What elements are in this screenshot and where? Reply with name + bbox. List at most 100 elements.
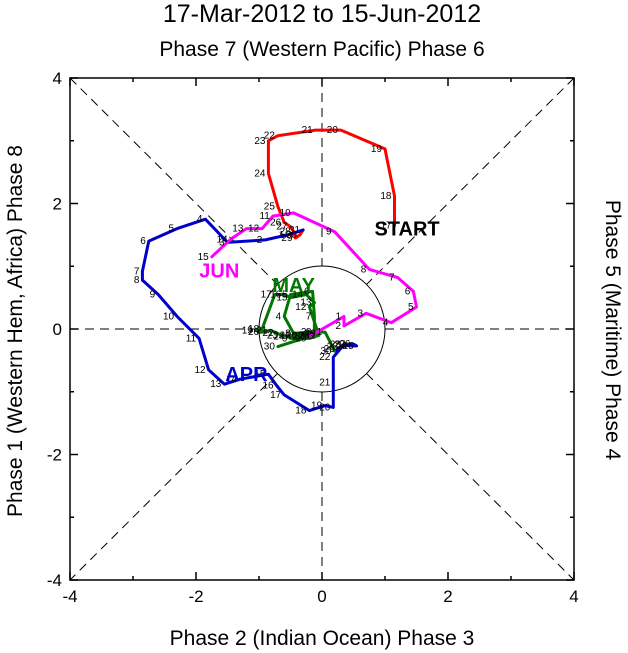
day-label: 22 xyxy=(264,131,276,142)
y-tick-label: -4 xyxy=(47,571,62,590)
chart-subtitle: Phase 7 (Western Pacific) Phase 6 xyxy=(159,38,484,61)
day-label: 4 xyxy=(276,311,282,322)
day-label: 13 xyxy=(300,298,312,309)
day-label: 27 xyxy=(276,222,288,233)
day-label: 1 xyxy=(279,230,285,241)
day-label: 17 xyxy=(261,289,273,300)
day-label: 24 xyxy=(336,341,348,352)
day-label: 10 xyxy=(163,311,175,322)
series-line-2 xyxy=(140,217,359,413)
day-label: 14 xyxy=(217,234,229,245)
phase-guides xyxy=(69,77,575,581)
y-axis-label-left: Phase 1 (Western Hem, Africa) Phase 8 xyxy=(4,145,27,517)
y-tick-label: 4 xyxy=(53,69,62,88)
day-label: 14 xyxy=(226,374,238,385)
day-label: 15 xyxy=(254,369,266,380)
day-label: 18 xyxy=(295,406,307,417)
day-label: 12 xyxy=(248,224,260,235)
annotation-may: MAY xyxy=(272,275,315,297)
y-tick-label: 0 xyxy=(53,320,62,339)
day-label: 11 xyxy=(305,330,316,341)
day-label: 24 xyxy=(254,168,266,179)
day-label: 13 xyxy=(232,224,244,235)
day-label: 25 xyxy=(280,330,292,341)
series-line-4 xyxy=(210,211,418,338)
day-label: 21 xyxy=(302,125,314,136)
day-label: 6 xyxy=(304,286,310,297)
day-label: 1 xyxy=(317,327,323,338)
day-label: 1 xyxy=(335,311,341,322)
plot-area: 1718192021222324252627282930311234567891… xyxy=(47,69,579,606)
day-label: 7 xyxy=(306,311,312,322)
day-label: 10 xyxy=(280,208,292,219)
day-label: 8 xyxy=(361,264,367,275)
day-label: 23 xyxy=(254,136,266,147)
x-axis-label: Phase 2 (Indian Ocean) Phase 3 xyxy=(170,627,475,650)
day-label: 21 xyxy=(319,377,331,388)
day-label: 12 xyxy=(194,365,206,376)
day-label: 17 xyxy=(270,390,282,401)
day-label: 24 xyxy=(273,332,285,343)
day-label: 4 xyxy=(197,214,203,225)
day-label: 18 xyxy=(380,191,392,202)
day-label: 17 xyxy=(380,220,392,231)
day-label: 22 xyxy=(319,352,331,363)
day-label: 29 xyxy=(324,344,336,355)
x-tick-label: -2 xyxy=(188,587,203,606)
day-label: 23 xyxy=(330,340,342,351)
day-label: 8 xyxy=(134,275,140,286)
day-label: 25 xyxy=(264,202,276,213)
day-label: 3 xyxy=(358,308,364,319)
chart-title: 17-Mar-2012 to 15-Jun-2012 xyxy=(163,0,481,28)
day-label: 2 xyxy=(301,327,307,338)
day-label: 13 xyxy=(210,379,222,390)
series-line-3 xyxy=(254,289,337,353)
day-label: 19 xyxy=(242,325,254,336)
day-label: 11 xyxy=(186,333,197,344)
diagonal-line-ne xyxy=(366,77,575,285)
day-label: 22 xyxy=(263,328,275,339)
series-layer xyxy=(140,128,418,413)
y-tick-label: -2 xyxy=(47,446,62,465)
day-label: 6 xyxy=(405,286,411,297)
day-label: 10 xyxy=(295,333,307,344)
annotations: START APR MAY JUN xyxy=(199,219,439,387)
day-label: 6 xyxy=(140,236,146,247)
x-tick-label: 4 xyxy=(569,587,578,606)
series-line-1 xyxy=(266,128,396,240)
day-label: 26 xyxy=(286,330,298,341)
day-label: 30 xyxy=(320,346,332,357)
day-label: 21 xyxy=(256,325,268,336)
day-labels: 1718192021222324252627282930311234567891… xyxy=(134,125,414,416)
day-label: 12 xyxy=(295,302,307,313)
day-label: 31 xyxy=(295,332,307,343)
day-label: 27 xyxy=(334,340,346,351)
day-label: 8 xyxy=(306,327,312,338)
day-label: 16 xyxy=(270,289,282,300)
annotation-start: START xyxy=(374,219,439,241)
day-label: 2 xyxy=(335,321,341,332)
day-label: 28 xyxy=(280,227,292,238)
day-label: 4 xyxy=(383,318,389,329)
diagonal-line-se xyxy=(366,373,575,581)
day-label: 15 xyxy=(276,293,288,304)
day-label: 3 xyxy=(285,328,291,339)
day-label: 29 xyxy=(305,328,317,339)
day-label: 30 xyxy=(286,230,298,241)
day-label: 19 xyxy=(311,401,323,412)
day-label: 7 xyxy=(134,266,140,277)
day-label: 2 xyxy=(257,235,263,246)
day-label: 28 xyxy=(298,330,310,341)
diagonal-line-sw xyxy=(69,373,278,581)
day-label: 28 xyxy=(327,342,339,353)
day-label: 27 xyxy=(292,332,304,343)
day-label: 19 xyxy=(371,144,383,155)
day-label: 16 xyxy=(263,380,275,391)
day-label: 20 xyxy=(327,125,339,136)
y-axis-label-right: Phase 5 (Maritime) Phase 4 xyxy=(601,200,624,461)
day-label: 30 xyxy=(264,342,276,353)
x-tick-label: 0 xyxy=(317,587,326,606)
day-label: 9 xyxy=(150,289,156,300)
day-label: 26 xyxy=(339,339,351,350)
